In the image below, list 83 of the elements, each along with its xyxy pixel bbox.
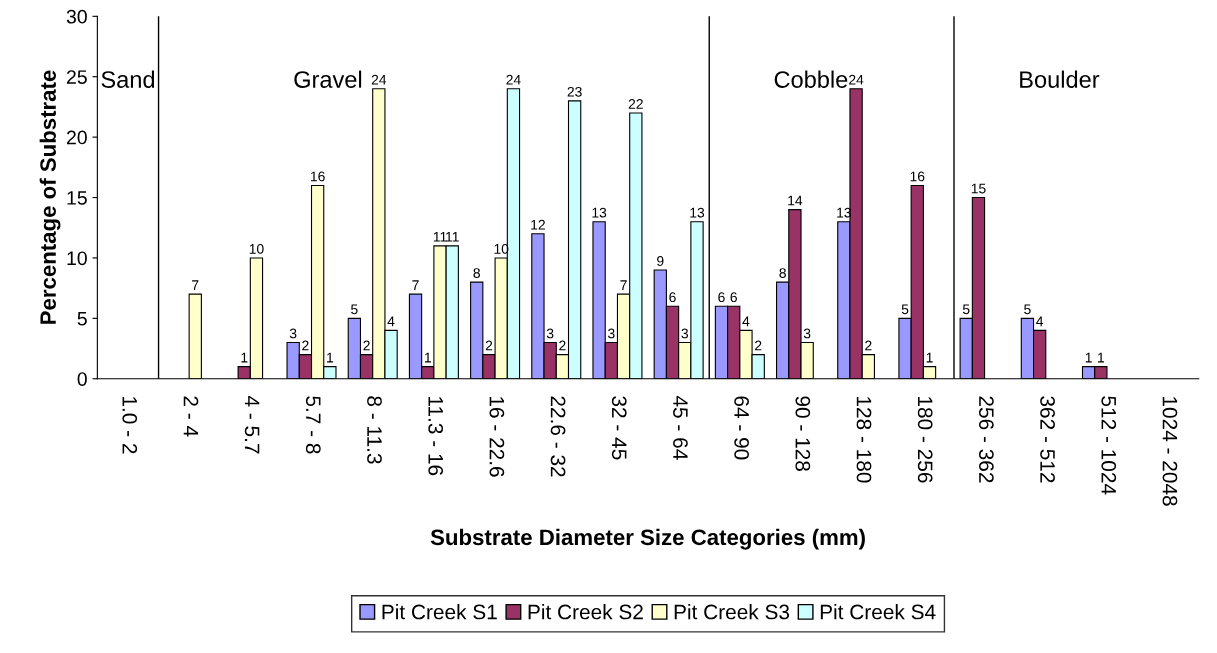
annotation: Cobble xyxy=(774,70,848,88)
x-tick-label: 128 - 180 xyxy=(856,397,872,483)
data-label: 6 xyxy=(669,292,676,303)
data-label: 3 xyxy=(681,328,689,339)
x-tick-label: 8 - 11.3 xyxy=(367,396,382,464)
data-label: 3 xyxy=(546,328,554,339)
x-tick-label: 22.6 - 32 xyxy=(550,396,566,477)
data-label: 2 xyxy=(363,340,370,351)
x-tick-label: 32 - 45 xyxy=(611,396,627,460)
y-tick-label: 10 xyxy=(67,251,87,266)
data-label: 13 xyxy=(690,207,705,218)
data-label: 12 xyxy=(531,219,545,230)
x-axis-title: Substrate Diameter Size Categories (mm) xyxy=(430,528,865,550)
data-label: 7 xyxy=(620,280,627,290)
data-label: 1 xyxy=(926,352,933,363)
x-tick-label: 45 - 64 xyxy=(673,395,688,460)
data-label: 11 xyxy=(446,232,459,242)
legend-label: Pit Creek S2 xyxy=(528,604,643,620)
data-label: 11 xyxy=(433,232,447,242)
x-tick-label: 1.0 - 2 xyxy=(122,397,138,454)
data-label: 7 xyxy=(412,280,419,290)
x-tick-label: 362 - 512 xyxy=(1040,396,1055,483)
x-tick-label: 1024 - 2048 xyxy=(1162,397,1178,506)
data-label: 24 xyxy=(506,74,521,85)
data-label: 9 xyxy=(657,256,664,266)
data-label: 6 xyxy=(718,292,725,303)
x-tick-label: 5.7 - 8 xyxy=(305,396,321,454)
x-tick-label: 4 - 5.7 xyxy=(244,395,260,454)
y-tick-label: 20 xyxy=(66,130,87,145)
x-tick-label: 180 - 256 xyxy=(917,397,933,483)
data-label: 24 xyxy=(849,74,864,85)
data-label: 16 xyxy=(910,171,925,182)
data-label: 14 xyxy=(788,195,803,206)
data-label: 2 xyxy=(559,340,566,351)
annotation: Sand xyxy=(101,70,155,88)
data-label: 2 xyxy=(302,340,309,351)
data-label: 2 xyxy=(485,340,493,351)
data-label: 5 xyxy=(1024,304,1031,315)
data-label: 3 xyxy=(608,328,615,339)
x-tick-label: 64 - 90 xyxy=(734,396,749,460)
y-tick-label: 15 xyxy=(67,191,87,205)
x-tick-label: 2 - 4 xyxy=(183,396,199,437)
data-label: 6 xyxy=(730,292,737,303)
data-label: 13 xyxy=(592,207,607,218)
data-label: 2 xyxy=(755,340,762,351)
data-label: 3 xyxy=(803,328,811,339)
y-tick-label: 5 xyxy=(77,312,87,326)
data-label: 7 xyxy=(192,280,199,290)
legend-label: Pit Creek S4 xyxy=(820,604,936,620)
x-tick-label: 16 - 22.6 xyxy=(489,397,505,477)
data-label: 24 xyxy=(371,74,387,85)
data-label: 5 xyxy=(962,304,970,315)
y-axis-title: Percentage of Substrate xyxy=(39,70,61,324)
data-label: 16 xyxy=(310,171,325,182)
data-label: 4 xyxy=(387,316,395,327)
data-label: 8 xyxy=(779,268,786,278)
y-tick-label: 25 xyxy=(66,70,87,84)
data-label: 10 xyxy=(249,243,264,254)
legend-label: Pit Creek S1 xyxy=(382,604,497,620)
annotation: Boulder xyxy=(1020,70,1100,88)
data-label: 1 xyxy=(424,352,431,363)
data-label: 23 xyxy=(567,86,582,97)
data-label: 1 xyxy=(1098,352,1105,363)
data-label: 4 xyxy=(742,316,750,327)
data-label: 2 xyxy=(865,340,872,351)
annotation: Gravel xyxy=(294,70,362,88)
data-label: 4 xyxy=(1036,316,1044,327)
legend-label: Pit Creek S3 xyxy=(674,604,790,620)
x-tick-label: 90 - 128 xyxy=(795,396,811,471)
data-label: 5 xyxy=(351,304,358,315)
data-label: 5 xyxy=(901,304,909,315)
data-label: 3 xyxy=(289,328,297,339)
data-label: 8 xyxy=(473,268,480,278)
data-label: 1 xyxy=(327,352,334,363)
data-label: 15 xyxy=(971,183,986,194)
x-tick-label: 11.3 - 16 xyxy=(428,397,444,476)
y-tick-label: 0 xyxy=(77,372,87,386)
data-label: 1 xyxy=(241,352,248,363)
y-tick-label: 30 xyxy=(66,9,87,24)
data-label: 22 xyxy=(628,99,643,109)
data-label: 1 xyxy=(1085,352,1092,363)
x-tick-label: 256 - 362 xyxy=(978,396,994,483)
x-tick-label: 512 - 1024 xyxy=(1101,396,1117,495)
